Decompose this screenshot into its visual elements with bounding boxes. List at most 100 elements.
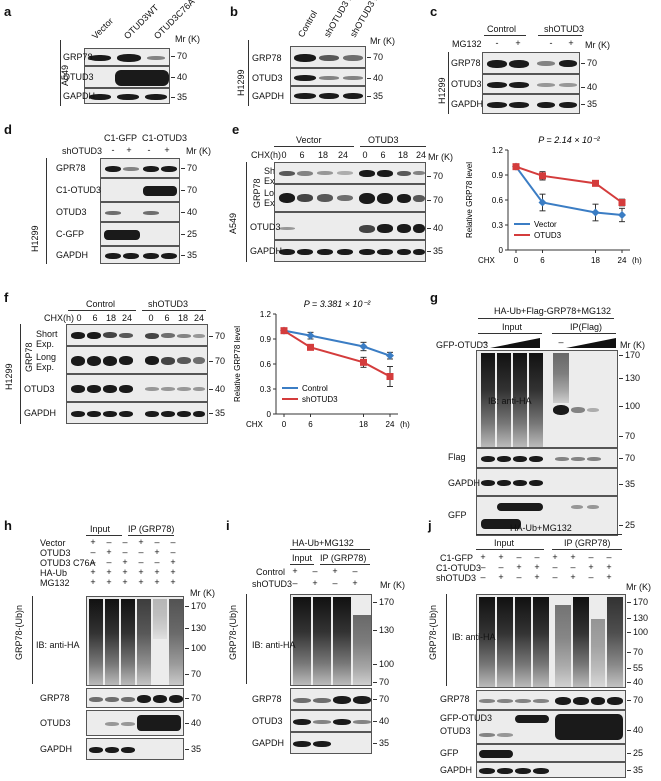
sign: + [90,567,96,577]
data-point [592,179,599,187]
group-label: OTUD3 [368,135,399,145]
cell-line-label: H1299 [437,77,447,104]
sign: + [138,537,144,547]
treatment-label: shOTUD3 [62,146,103,156]
blot-label: OTUD3 [56,207,87,217]
sign: – [90,557,96,567]
panel-header: HA-Ub+MG132 [510,523,572,533]
y-tick-label: 0.6 [260,360,272,369]
mw-marker: 100 [633,627,649,637]
mw-marker: 70 [373,52,384,62]
sign: + [352,578,358,588]
row-label: shOTUD3 [252,579,293,589]
blot-grp78 [86,688,184,708]
sign: – [498,562,504,572]
mw-marker: 170 [633,597,649,607]
mr-label: Mr (K) [190,588,215,598]
data-point [307,343,314,351]
timepoint: 0 [281,150,287,160]
panel-j-label: j [428,518,432,533]
sign: + [138,577,144,587]
x-tick-label: 18 [359,420,368,429]
group-label: IP (GRP78) [128,524,175,534]
dash: – [558,337,564,347]
sign: – [170,537,176,547]
blot-gapdh [482,94,580,114]
mw-marker: 170 [379,597,395,607]
blot-label: GRP78 [451,58,481,68]
sign: + [534,572,540,582]
sign: + [170,567,176,577]
sign: + [138,567,144,577]
sign: + [122,557,128,567]
mw-marker: 40 [215,384,226,394]
sign: – [122,547,128,557]
sign: + [552,552,558,562]
mw-marker: 70 [379,677,390,687]
mw-marker: 35 [215,408,226,418]
mr-label: Mr (K) [626,582,651,592]
blot-grp78 [476,690,626,710]
sign: + [164,145,170,155]
legend-label: Control [302,384,328,393]
blot-gapdh [290,86,366,104]
row-label: OTUD3 [40,548,71,558]
series-line-shOTUD3 [283,329,391,378]
chx-label: CHX(h) [44,313,75,323]
y-tick-label: 0 [267,410,272,419]
panel-h-label: h [4,518,12,533]
mw-marker: 35 [379,738,390,748]
series-line-Control [283,329,391,357]
chx-label: CHX(h) [251,150,282,160]
blot-label: GAPDH [252,738,285,748]
mw-marker: 35 [187,250,198,260]
blot-label: OTUD3 [451,79,482,89]
y-tick-label: 1.2 [260,310,272,319]
timepoint: 6 [164,313,170,323]
x-axis-unit: (h) [632,256,642,265]
mw-marker: 70 [433,195,444,205]
sign: – [570,562,576,572]
sign: - [147,145,151,155]
x-tick-label: 24 [386,420,395,429]
x-tick-label: 18 [591,256,600,265]
sign: + [154,577,160,587]
mw-marker: 130 [633,613,649,623]
mw-marker: 40 [379,716,390,726]
sign: + [588,562,594,572]
panel-c-label: c [430,4,438,19]
sign: – [352,566,358,576]
mw-marker: 70 [633,647,644,657]
sign: + [534,562,540,572]
sign: + [568,38,574,48]
blot-label: GAPDH [24,408,57,418]
group-label: IP (GRP78) [320,553,367,563]
blot-grp78-long [274,184,426,212]
mw-marker: 55 [633,663,644,673]
mw-marker: 130 [191,623,207,633]
blot-gapdh [476,762,626,778]
sign: + [292,566,298,576]
sign: + [570,572,576,582]
blot-gapdh [66,402,208,424]
cell-line-label: H1299 [30,225,40,252]
series-line-OTUD3 [515,165,623,204]
data-point [538,198,547,207]
blot-label: GAPDH [252,91,285,101]
group-label: shOTUD3 [544,24,585,34]
exposure-label: Short Exp. [36,329,58,349]
mw-marker: 35 [633,765,644,775]
sign: + [106,577,112,587]
panel-f-label: f [4,290,9,305]
sign: – [138,557,144,567]
blot-label: OTUD3 [40,718,71,728]
blot-c-gfp [100,222,180,246]
blot-otud3 [290,710,372,732]
blot-label: OTUD3 [440,726,471,736]
x-axis-label: CHX [478,256,496,265]
x-tick-label: 6 [308,420,313,429]
row-label: shOTUD3 [436,573,477,583]
sign: – [138,547,144,557]
sign: + [570,552,576,562]
blot-label: OTUD3 [250,222,281,232]
